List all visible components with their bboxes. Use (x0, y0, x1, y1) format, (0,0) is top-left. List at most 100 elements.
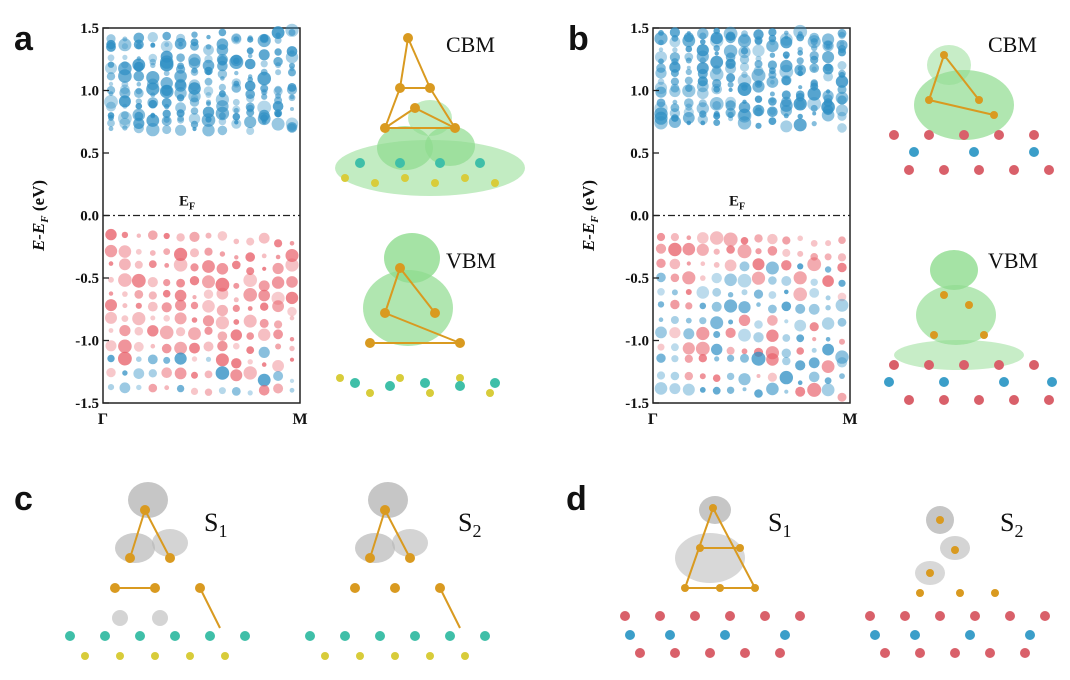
conduction-marker (752, 104, 765, 117)
conduction-marker (133, 32, 145, 44)
conduction-marker (797, 31, 803, 37)
valence-marker (685, 302, 693, 310)
valence-marker (696, 326, 710, 341)
conduction-marker (132, 58, 146, 72)
conduction-marker (149, 58, 157, 66)
valence-marker (174, 247, 188, 261)
conduction-marker (122, 36, 128, 42)
conduction-marker (670, 83, 680, 93)
valence-marker (737, 244, 752, 259)
conduction-marker (836, 104, 848, 117)
valence-marker (767, 233, 778, 245)
valence-marker (766, 329, 779, 342)
valence-marker (751, 271, 766, 285)
conduction-marker (696, 44, 709, 57)
valence-marker (275, 343, 282, 350)
conduction-marker (756, 302, 761, 307)
conduction-marker (178, 42, 183, 47)
conduction-marker (822, 90, 834, 102)
valence-marker (190, 248, 199, 258)
conduction-marker (244, 115, 257, 129)
conduction-marker (234, 70, 239, 76)
conduction-marker (107, 354, 115, 363)
valence-marker (233, 238, 240, 245)
valence-marker (246, 332, 254, 340)
conduction-marker (272, 101, 284, 112)
conduction-marker (793, 97, 807, 111)
conduction-marker (724, 273, 737, 287)
conduction-marker (106, 39, 116, 50)
conduction-marker (657, 78, 665, 85)
valence-marker (176, 327, 186, 337)
conduction-marker (204, 55, 213, 64)
conduction-marker (244, 58, 256, 70)
conduction-marker (784, 389, 789, 394)
valence-marker (192, 295, 197, 300)
conduction-marker (797, 380, 803, 386)
conduction-marker (107, 119, 115, 127)
state-s2-label-d: S2 (1000, 508, 1024, 542)
conduction-marker (781, 90, 791, 100)
valence-marker (686, 235, 692, 240)
conduction-marker (655, 51, 667, 64)
conduction-marker (713, 110, 720, 117)
conduction-marker (658, 47, 664, 52)
conduction-marker (160, 77, 173, 90)
conduction-marker (700, 120, 706, 126)
valence-marker (686, 261, 691, 266)
valence-marker (682, 342, 695, 355)
valence-marker (261, 362, 267, 367)
conduction-marker (835, 350, 849, 364)
conduction-marker (202, 59, 215, 72)
y-tick-label: -1.5 (625, 396, 649, 412)
valence-marker (713, 262, 720, 268)
conduction-marker (685, 84, 693, 93)
conduction-marker (150, 112, 156, 118)
conduction-marker (797, 65, 803, 72)
conduction-marker (133, 117, 145, 129)
conduction-marker (217, 125, 228, 136)
valence-marker (163, 279, 171, 287)
valence-marker (822, 275, 834, 287)
conduction-marker (741, 289, 748, 296)
conduction-marker (161, 97, 172, 108)
valence-marker (132, 312, 146, 326)
valence-marker (767, 315, 778, 326)
conduction-marker (218, 28, 227, 37)
valence-marker (797, 235, 803, 242)
conduction-marker (162, 125, 172, 135)
conduction-marker (669, 383, 681, 395)
valence-marker (108, 276, 114, 283)
conduction-marker (248, 74, 253, 79)
valence-marker (274, 239, 283, 248)
valence-marker (219, 251, 226, 257)
valence-marker (684, 371, 693, 381)
valence-marker (837, 262, 847, 273)
conduction-marker (107, 61, 115, 68)
conduction-marker (147, 32, 158, 43)
conduction-marker (656, 63, 666, 73)
conduction-marker (821, 317, 835, 330)
conduction-marker (781, 301, 792, 312)
conduction-marker (685, 68, 692, 76)
conduction-marker (686, 65, 691, 70)
conduction-marker (202, 124, 215, 137)
conduction-marker (203, 44, 214, 56)
valence-marker (246, 267, 255, 276)
y-tick-label: 0.0 (80, 209, 99, 225)
valence-marker (203, 341, 214, 352)
valence-marker (133, 341, 144, 352)
conduction-marker (699, 302, 707, 310)
conduction-marker (824, 266, 832, 273)
conduction-marker (770, 80, 775, 85)
conduction-marker (175, 124, 187, 136)
conduction-marker (146, 114, 160, 127)
conduction-marker (699, 110, 707, 118)
valence-marker (713, 248, 720, 255)
valence-marker (782, 236, 791, 245)
cbm-label-a: CBM (446, 32, 495, 57)
state-s2-structure-c (305, 482, 490, 660)
conduction-marker (793, 118, 807, 132)
conduction-marker (217, 69, 228, 79)
conduction-marker (176, 109, 185, 118)
